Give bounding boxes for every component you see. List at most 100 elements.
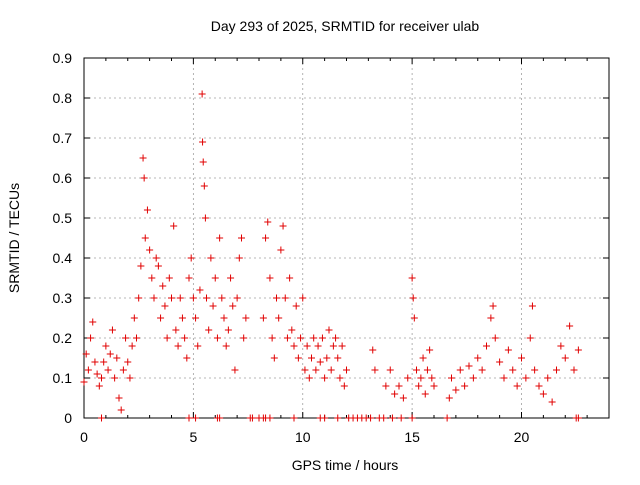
data-point bbox=[329, 342, 337, 350]
data-point bbox=[461, 382, 469, 390]
data-point-zero bbox=[216, 414, 224, 422]
data-point bbox=[154, 262, 162, 270]
data-point bbox=[539, 390, 547, 398]
data-point bbox=[513, 382, 521, 390]
data-point bbox=[181, 334, 189, 342]
data-point bbox=[574, 346, 582, 354]
data-point bbox=[283, 334, 291, 342]
data-point bbox=[303, 342, 311, 350]
y-tick-label: 0.3 bbox=[53, 290, 73, 306]
data-point-zero bbox=[185, 414, 193, 422]
data-point-zero bbox=[290, 414, 298, 422]
data-point bbox=[122, 334, 130, 342]
data-point bbox=[391, 390, 399, 398]
data-point bbox=[417, 374, 425, 382]
data-point bbox=[318, 334, 326, 342]
data-point bbox=[323, 354, 331, 362]
data-point bbox=[496, 358, 504, 366]
y-tick-label: 0.8 bbox=[53, 90, 73, 106]
data-point bbox=[386, 366, 394, 374]
plot-frame bbox=[83, 57, 610, 419]
data-point bbox=[133, 334, 140, 342]
data-point bbox=[544, 374, 552, 382]
data-point-zero bbox=[367, 414, 375, 422]
data-point bbox=[128, 342, 136, 350]
data-point bbox=[290, 342, 298, 350]
y-tick-label: 0.5 bbox=[53, 210, 73, 226]
data-point bbox=[205, 326, 213, 334]
data-point bbox=[321, 374, 329, 382]
data-point bbox=[561, 354, 569, 362]
data-point bbox=[419, 354, 427, 362]
chart-title: Day 293 of 2025, SRMTID for receiver ula… bbox=[211, 18, 480, 34]
data-point-zero bbox=[380, 414, 388, 422]
y-tick-label: 0 bbox=[64, 410, 72, 426]
data-point bbox=[183, 354, 191, 362]
data-point bbox=[148, 274, 156, 282]
data-point bbox=[570, 366, 578, 374]
data-point bbox=[194, 342, 202, 350]
data-point-zero bbox=[574, 414, 582, 422]
data-point bbox=[491, 334, 499, 342]
data-point bbox=[199, 138, 207, 146]
data-point bbox=[489, 302, 497, 310]
data-point bbox=[216, 234, 224, 242]
data-point bbox=[201, 214, 209, 222]
data-point bbox=[332, 334, 340, 342]
data-point bbox=[115, 394, 123, 402]
data-point bbox=[189, 294, 197, 302]
data-point bbox=[150, 294, 158, 302]
data-point bbox=[218, 294, 226, 302]
data-point bbox=[369, 346, 377, 354]
data-point bbox=[229, 302, 237, 310]
data-point bbox=[268, 334, 276, 342]
data-point bbox=[474, 354, 482, 362]
data-point bbox=[288, 326, 296, 334]
data-point bbox=[301, 366, 309, 374]
data-point-zero bbox=[321, 414, 329, 422]
data-point bbox=[518, 354, 525, 362]
data-point bbox=[84, 366, 92, 374]
data-point bbox=[528, 302, 536, 310]
data-point bbox=[170, 222, 178, 230]
data-point bbox=[456, 366, 464, 374]
data-point bbox=[242, 314, 250, 322]
data-point bbox=[165, 274, 173, 282]
data-point bbox=[310, 334, 318, 342]
data-point bbox=[209, 302, 217, 310]
data-point bbox=[382, 382, 390, 390]
data-point bbox=[465, 362, 473, 370]
axis-layer: 0 0.1 0.2 0.3 0.4 0.5 0.6 0.7 0.8 0.9 0 5 10 15 20 bbox=[53, 50, 610, 445]
data-point bbox=[500, 374, 508, 382]
data-point bbox=[140, 174, 148, 182]
data-point bbox=[478, 366, 486, 374]
data-point bbox=[316, 358, 324, 366]
data-point bbox=[413, 366, 420, 374]
data-point bbox=[430, 382, 438, 390]
data-point bbox=[262, 234, 270, 242]
y-tick-label: 0.2 bbox=[53, 330, 73, 346]
data-point bbox=[292, 302, 300, 310]
data-point bbox=[231, 366, 239, 374]
data-point bbox=[93, 370, 101, 378]
data-point bbox=[452, 386, 460, 394]
data-point bbox=[220, 314, 228, 322]
data-point bbox=[325, 326, 333, 334]
data-point bbox=[163, 334, 171, 342]
data-point bbox=[483, 342, 490, 350]
data-point bbox=[504, 346, 512, 354]
data-point bbox=[286, 274, 294, 282]
data-point bbox=[428, 374, 436, 382]
data-point bbox=[100, 358, 108, 366]
data-point bbox=[137, 262, 145, 270]
data-point bbox=[102, 342, 110, 350]
data-point bbox=[557, 342, 565, 350]
data-point bbox=[238, 234, 245, 242]
data-point bbox=[275, 314, 283, 322]
data-point bbox=[159, 282, 167, 290]
data-point bbox=[124, 358, 132, 366]
data-point bbox=[308, 354, 315, 362]
data-point-zero bbox=[334, 414, 342, 422]
data-point bbox=[176, 294, 184, 302]
